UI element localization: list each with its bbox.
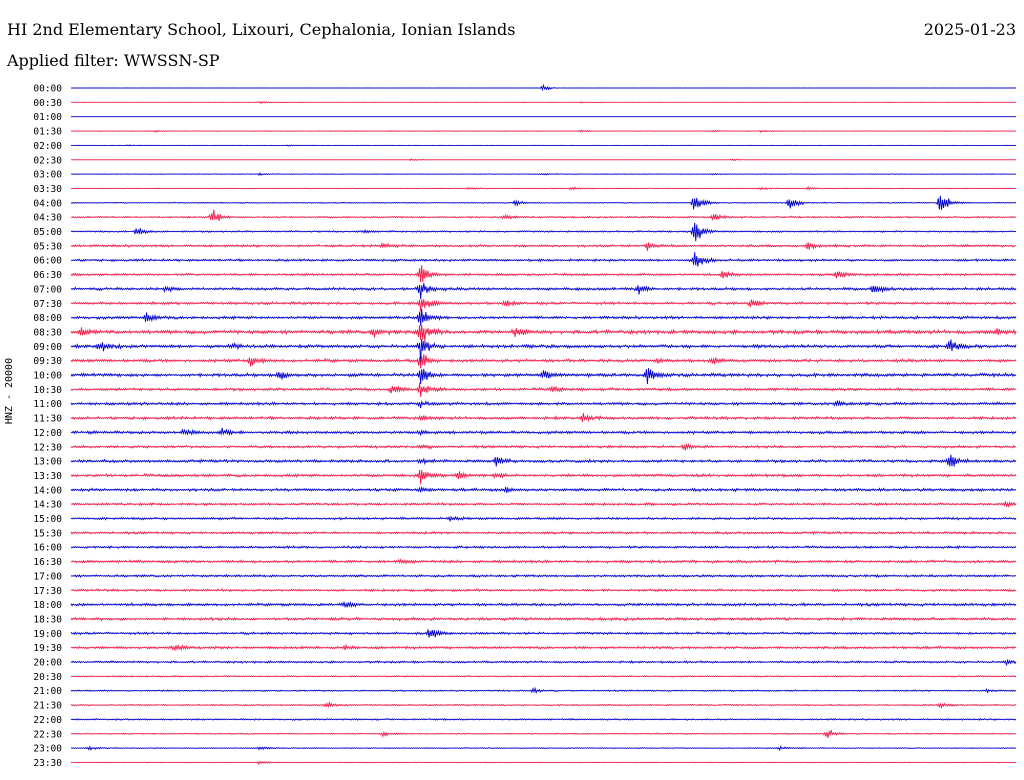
trace-line (70, 588, 1017, 593)
trace-line (70, 643, 1017, 652)
trace-line (70, 674, 1017, 678)
trace-line (70, 686, 1017, 695)
time-label: 17:30 (33, 586, 62, 597)
trace-line (70, 382, 1017, 397)
trace-line (70, 339, 1017, 363)
time-label: 10:00 (33, 371, 62, 382)
time-label: 08:00 (33, 313, 62, 324)
time-label: 15:00 (33, 514, 62, 525)
time-label: 17:00 (33, 571, 62, 582)
time-label: 03:00 (33, 170, 62, 181)
trace-line (70, 545, 1017, 550)
time-label: 05:00 (33, 227, 62, 238)
trace-line (70, 283, 1017, 300)
time-label: 13:00 (33, 457, 62, 468)
trace-line (70, 485, 1017, 493)
trace-line (70, 745, 1017, 752)
time-label: 01:30 (33, 127, 62, 138)
trace-line (70, 368, 1017, 385)
time-label: 14:00 (33, 485, 62, 496)
trace-line (70, 454, 1017, 467)
time-label: 02:30 (33, 155, 62, 166)
trace-line (70, 730, 1017, 738)
time-label: 18:30 (33, 614, 62, 625)
time-label: 20:30 (33, 672, 62, 683)
time-label: 11:30 (33, 414, 62, 425)
trace-line (70, 222, 1017, 242)
trace-line (70, 600, 1017, 609)
trace-line (70, 252, 1017, 267)
trace-line (70, 573, 1017, 579)
trace-line (70, 100, 1017, 105)
time-label: 14:30 (33, 500, 62, 511)
time-label: 03:30 (33, 184, 62, 195)
trace-line (70, 354, 1017, 369)
trace-line (70, 209, 1017, 221)
time-label: 04:00 (33, 198, 62, 209)
time-label: 13:30 (33, 471, 62, 482)
trace-line (70, 717, 1017, 722)
trace-line (70, 501, 1017, 509)
trace-line (70, 427, 1017, 437)
trace-line (70, 399, 1017, 409)
time-label: 16:00 (33, 543, 62, 554)
trace-line (70, 157, 1017, 162)
trace-line (70, 515, 1017, 522)
time-label: 18:00 (33, 600, 62, 611)
time-label: 09:00 (33, 342, 62, 353)
trace-line (70, 469, 1017, 485)
trace-line (70, 195, 1017, 210)
time-label: 11:00 (33, 399, 62, 410)
time-label: 22:30 (33, 729, 62, 740)
time-label: 02:00 (33, 141, 62, 152)
trace-line (70, 700, 1017, 710)
trace-line (70, 558, 1017, 565)
station-title: HI 2nd Elementary School, Lixouri, Cepha… (7, 20, 516, 39)
time-label: 21:30 (33, 701, 62, 712)
time-label: 00:00 (33, 84, 62, 95)
time-label: 06:30 (33, 270, 62, 281)
trace-line (70, 760, 1017, 766)
trace-line (70, 298, 1017, 312)
trace-line (70, 308, 1017, 326)
trace-line (70, 265, 1017, 283)
time-label: 04:30 (33, 213, 62, 224)
time-label: 23:30 (33, 758, 62, 769)
time-label: 07:30 (33, 299, 62, 310)
trace-line (70, 442, 1017, 451)
trace-line (70, 144, 1017, 147)
time-label: 12:00 (33, 428, 62, 439)
trace-line (70, 658, 1017, 666)
record-date: 2025-01-23 (923, 20, 1016, 39)
trace-line (70, 616, 1017, 622)
trace-line (70, 530, 1017, 536)
trace-line (70, 83, 1017, 92)
trace-line (70, 324, 1017, 342)
time-label: 22:00 (33, 715, 62, 726)
trace-line (70, 129, 1017, 133)
trace-line (70, 172, 1017, 176)
time-label: 20:00 (33, 658, 62, 669)
filter-label: Applied filter: WWSSN-SP (7, 51, 220, 70)
time-label: 15:30 (33, 528, 62, 539)
time-label: 16:30 (33, 557, 62, 568)
time-label: 09:30 (33, 356, 62, 367)
trace-line (70, 629, 1017, 638)
trace-line (70, 185, 1017, 191)
time-label: 08:30 (33, 327, 62, 338)
time-label: 06:00 (33, 256, 62, 267)
time-label: 10:30 (33, 385, 62, 396)
time-label: 01:00 (33, 112, 62, 123)
time-label: 19:30 (33, 643, 62, 654)
trace-line (70, 412, 1017, 423)
time-label: 21:00 (33, 686, 62, 697)
trace-line (70, 242, 1017, 251)
time-label: 05:30 (33, 241, 62, 252)
time-label: 12:30 (33, 442, 62, 453)
time-label: 00:30 (33, 98, 62, 109)
time-label: 19:00 (33, 629, 62, 640)
time-label: 07:00 (33, 284, 62, 295)
time-label: 23:00 (33, 744, 62, 755)
